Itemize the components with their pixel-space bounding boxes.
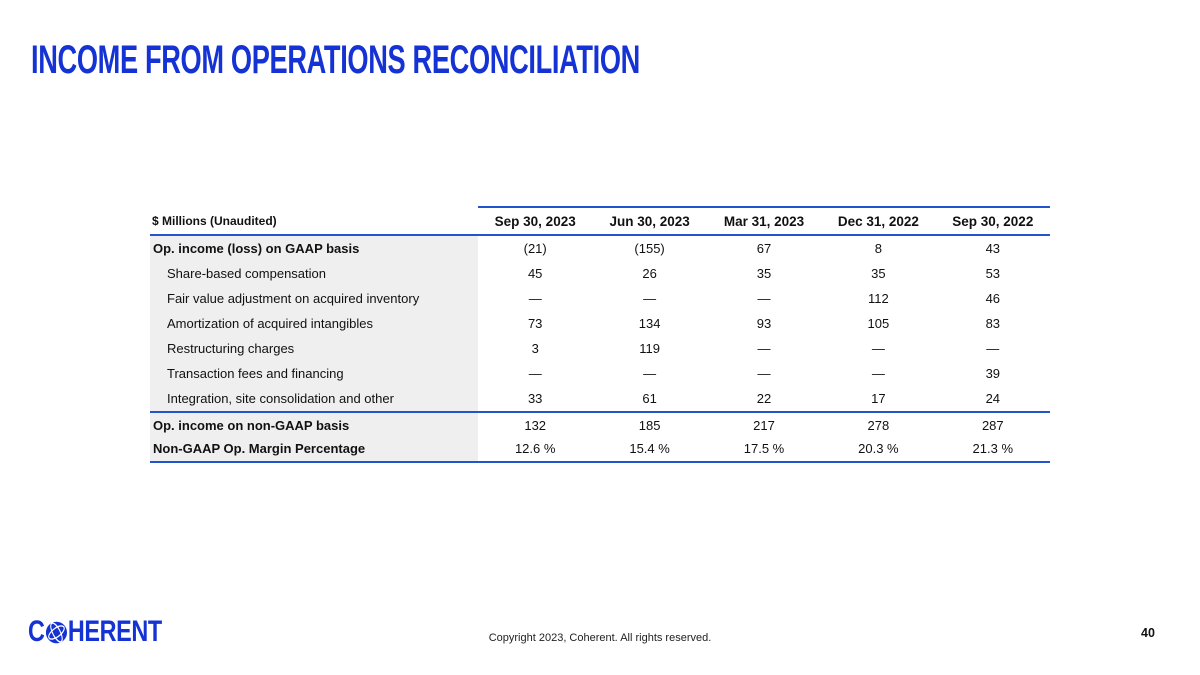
row-label: Integration, site consolidation and othe… bbox=[150, 386, 478, 411]
value-cell: 278 bbox=[867, 418, 890, 433]
value-cell: 45 bbox=[527, 266, 543, 281]
value-cell: 112 bbox=[868, 291, 889, 306]
row-label: Op. income on non-GAAP basis bbox=[150, 413, 478, 438]
value-cell: 185 bbox=[638, 418, 661, 433]
table-row: Op. income on non-GAAP basis 132 185 217 278… bbox=[150, 411, 1050, 438]
column-header: Jun 30, 2023 bbox=[609, 213, 690, 229]
coherent-logo: C HERENT bbox=[28, 615, 162, 648]
row-label: Restructuring charges bbox=[150, 336, 478, 361]
value-cell: 26 bbox=[642, 266, 657, 281]
table-row: Transaction fees and financing — — — — 39 bbox=[150, 361, 1050, 386]
value-cell: 33 bbox=[527, 391, 543, 406]
value-cell: 73 bbox=[527, 316, 543, 331]
value-cell: — bbox=[643, 366, 657, 381]
value-cell: 12.6 % bbox=[514, 441, 556, 456]
value-cell: 3 bbox=[531, 341, 539, 356]
value-cell: — bbox=[757, 291, 771, 306]
logo-text-herent: HERENT bbox=[67, 615, 162, 648]
row-label: Transaction fees and financing bbox=[150, 361, 478, 386]
value-cell: 132 bbox=[524, 418, 547, 433]
value-cell: — bbox=[643, 291, 657, 306]
column-header: Sep 30, 2022 bbox=[952, 213, 1034, 229]
column-header: Sep 30, 2023 bbox=[494, 213, 576, 229]
value-cell: — bbox=[528, 291, 542, 306]
column-header: Mar 31, 2023 bbox=[723, 213, 805, 229]
table-top-rule bbox=[478, 206, 1050, 208]
reconciliation-table: $ Millions (Unaudited) Sep 30, 2023 Jun 3… bbox=[150, 206, 1050, 463]
row-label: Op. income (loss) on GAAP basis bbox=[150, 236, 478, 261]
value-cell: 39 bbox=[985, 366, 1001, 381]
value-cell: 22 bbox=[756, 391, 772, 406]
value-cell: 8 bbox=[874, 241, 882, 256]
table-row: Amortization of acquired intangibles 73 13… bbox=[150, 311, 1050, 336]
table-row: Op. income (loss) on GAAP basis (21) (155)… bbox=[150, 236, 1050, 261]
value-cell: 93 bbox=[756, 316, 772, 331]
row-label: Share-based compensation bbox=[150, 261, 478, 286]
value-cell: 61 bbox=[642, 391, 657, 406]
value-cell: — bbox=[871, 341, 885, 356]
value-cell: 105 bbox=[867, 316, 890, 331]
page-title: INCOME FROM OPERATIONS RECONCILIATION bbox=[31, 38, 640, 82]
value-cell: 53 bbox=[985, 266, 1001, 281]
value-cell: 67 bbox=[756, 241, 772, 256]
row-label: Non-GAAP Op. Margin Percentage bbox=[150, 436, 478, 461]
row-label: Amortization of acquired intangibles bbox=[150, 311, 478, 336]
value-cell: 17 bbox=[871, 391, 886, 406]
table-row: Integration, site consolidation and othe… bbox=[150, 386, 1050, 411]
value-cell: 119 bbox=[639, 341, 660, 356]
table-units-label: $ Millions (Unaudited) bbox=[152, 214, 277, 228]
value-cell: 24 bbox=[985, 391, 1001, 406]
value-cell: 83 bbox=[985, 316, 1001, 331]
value-cell: — bbox=[528, 366, 542, 381]
table-row: Fair value adjustment on acquired invent… bbox=[150, 286, 1050, 311]
value-cell: 15.4 % bbox=[629, 441, 670, 456]
page-number: 40 bbox=[1141, 626, 1155, 640]
value-cell: — bbox=[757, 366, 771, 381]
value-cell: 43 bbox=[985, 241, 1001, 256]
value-cell: (155) bbox=[634, 241, 665, 256]
value-cell: 134 bbox=[638, 316, 661, 331]
logo-text-c: C bbox=[28, 615, 45, 648]
value-cell: 35 bbox=[756, 266, 772, 281]
value-cell: 287 bbox=[981, 418, 1004, 433]
value-cell: 35 bbox=[871, 266, 886, 281]
value-cell: 20.3 % bbox=[858, 441, 899, 456]
row-label: Fair value adjustment on acquired invent… bbox=[150, 286, 478, 311]
value-cell: 46 bbox=[985, 291, 1001, 306]
column-header: Dec 31, 2022 bbox=[837, 213, 919, 229]
value-cell: — bbox=[986, 341, 1000, 356]
value-cell: — bbox=[871, 366, 885, 381]
value-cell: 21.3 % bbox=[972, 441, 1014, 456]
value-cell: (21) bbox=[523, 241, 547, 256]
globe-icon bbox=[45, 621, 67, 643]
value-cell: 17.5 % bbox=[743, 441, 785, 456]
table-header-row: $ Millions (Unaudited) Sep 30, 2023 Jun 3… bbox=[150, 208, 1050, 236]
copyright-text: Copyright 2023, Coherent. All rights res… bbox=[488, 632, 712, 644]
table-row: Share-based compensation 45 26 35 35 53 bbox=[150, 261, 1050, 286]
table-body: Op. income (loss) on GAAP basis (21) (155)… bbox=[150, 236, 1050, 461]
table-row: Restructuring charges 3 119 — — — bbox=[150, 336, 1050, 361]
table-row: Non-GAAP Op. Margin Percentage 12.6 % 15.4… bbox=[150, 436, 1050, 461]
value-cell: — bbox=[757, 341, 771, 356]
value-cell: 217 bbox=[753, 418, 775, 433]
